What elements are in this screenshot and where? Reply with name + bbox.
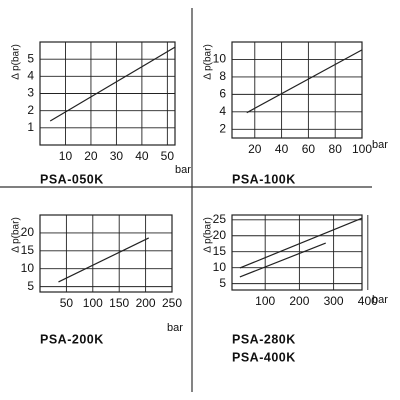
x-tick-label: 40 — [135, 149, 149, 163]
x-axis-label: bar — [372, 294, 388, 306]
x-axis-label: bar — [175, 164, 191, 176]
y-tick-label: 2 — [219, 121, 226, 135]
plot-frame — [231, 41, 363, 139]
chart-title: PSA-280K — [232, 332, 296, 346]
y-tick-label: 5 — [219, 276, 226, 290]
y-tick-label: 4 — [219, 104, 226, 118]
data-line — [49, 46, 176, 122]
chart-title: PSA-400K — [232, 350, 296, 364]
x-tick-label: 200 — [136, 296, 156, 310]
x-tick-label: 50 — [60, 296, 74, 310]
plot-frame — [39, 214, 173, 293]
x-tick-label: 80 — [329, 142, 343, 156]
x-tick-label: 200 — [289, 294, 309, 308]
y-tick-label: 10 — [21, 261, 35, 275]
y-tick-label: 15 — [213, 244, 227, 258]
y-tick-label: 3 — [27, 86, 34, 100]
y-axis-label: Δ p(bar) — [11, 217, 22, 253]
x-tick-label: 100 — [83, 296, 103, 310]
y-tick-label: 5 — [27, 51, 34, 65]
y-tick-label: 10 — [213, 52, 227, 66]
x-axis-label: bar — [372, 139, 388, 151]
chart-title: PSA-050K — [40, 172, 104, 186]
x-tick-label: 20 — [84, 149, 98, 163]
y-tick-label: 20 — [213, 228, 227, 242]
x-tick-label: 100 — [255, 294, 275, 308]
x-tick-label: 60 — [302, 142, 316, 156]
y-tick-label: 2 — [27, 103, 34, 117]
data-line — [246, 49, 363, 114]
x-tick-label: 150 — [109, 296, 129, 310]
chart-title: PSA-200K — [40, 332, 104, 346]
y-tick-label: 20 — [21, 225, 35, 239]
x-tick-label: 250 — [162, 296, 182, 310]
y-tick-label: 10 — [213, 260, 227, 274]
x-tick-label: 300 — [324, 294, 344, 308]
plot-frame — [231, 214, 363, 291]
y-axis-label: Δ p(bar) — [203, 217, 214, 253]
x-tick-label: 30 — [110, 149, 124, 163]
x-tick-label: 40 — [275, 142, 289, 156]
x-tick-label: 50 — [161, 149, 175, 163]
x-tick-label: 10 — [59, 149, 73, 163]
x-axis-label: bar — [167, 322, 183, 334]
x-tick-label: 20 — [248, 142, 262, 156]
y-tick-label: 4 — [27, 69, 34, 83]
y-tick-label: 6 — [219, 87, 226, 101]
y-axis-label: Δ p(bar) — [11, 44, 22, 80]
data-line — [58, 237, 150, 283]
data-line — [239, 242, 326, 278]
y-tick-label: 1 — [27, 120, 34, 134]
y-tick-label: 15 — [21, 243, 35, 257]
y-axis-label: Δ p(bar) — [203, 44, 214, 80]
y-tick-label: 8 — [219, 69, 226, 83]
chart-title: PSA-100K — [232, 172, 296, 186]
y-tick-label: 5 — [27, 279, 34, 293]
data-line — [239, 217, 363, 269]
x-tick-label: 100 — [352, 142, 372, 156]
y-tick-label: 25 — [213, 212, 227, 226]
x-tick-label: 400 — [358, 294, 378, 308]
